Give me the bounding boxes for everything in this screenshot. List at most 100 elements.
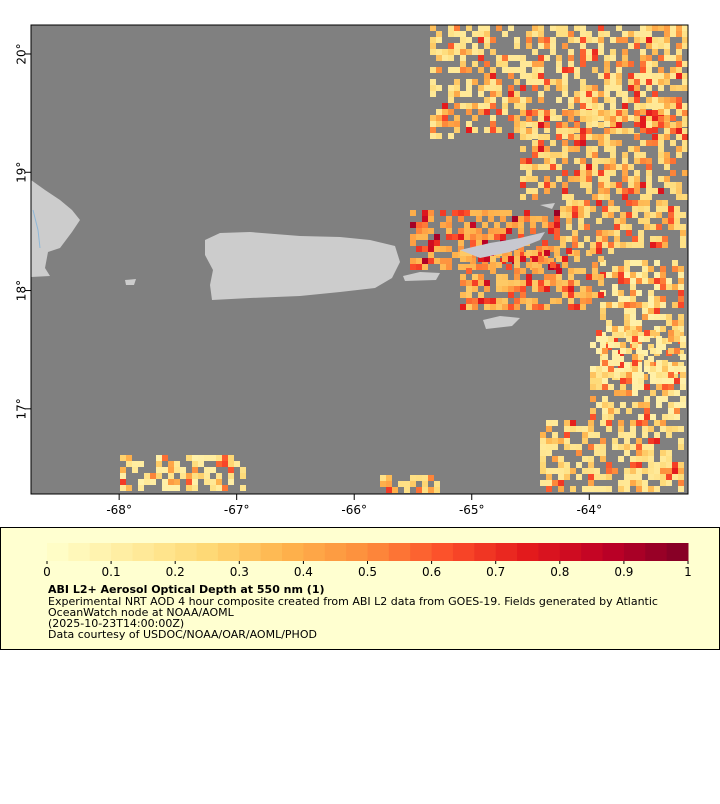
aod-pixel bbox=[570, 444, 576, 450]
aod-pixel bbox=[602, 354, 608, 360]
aod-pixel bbox=[652, 115, 658, 121]
aod-pixel bbox=[626, 224, 632, 230]
aod-pixel bbox=[552, 468, 558, 474]
aod-pixel bbox=[632, 212, 638, 218]
x-tick-label: -67° bbox=[224, 503, 250, 517]
aod-pixel bbox=[604, 91, 610, 97]
aod-pixel bbox=[502, 67, 508, 73]
aod-pixel bbox=[650, 366, 656, 372]
aod-pixel bbox=[632, 354, 638, 360]
aod-pixel bbox=[580, 110, 586, 116]
aod-pixel bbox=[574, 170, 580, 176]
aod-pixel bbox=[666, 432, 672, 438]
aod-pixel bbox=[590, 396, 596, 402]
aod-pixel bbox=[668, 212, 674, 218]
aod-pixel bbox=[666, 278, 672, 284]
colorbar-step bbox=[47, 543, 69, 561]
x-tick-label: -64° bbox=[576, 503, 602, 517]
aod-pixel bbox=[580, 170, 586, 176]
colorbar-tick-label: 0.2 bbox=[166, 565, 185, 579]
aod-pixel bbox=[482, 210, 488, 216]
aod-pixel bbox=[554, 234, 560, 240]
aod-pixel bbox=[546, 450, 552, 456]
aod-pixel bbox=[618, 356, 624, 362]
aod-pixel bbox=[472, 49, 478, 55]
aod-pixel bbox=[532, 268, 538, 274]
aod-pixel bbox=[660, 468, 666, 474]
aod-pixel bbox=[592, 292, 598, 298]
aod-pixel bbox=[508, 97, 514, 103]
aod-pixel bbox=[642, 308, 648, 314]
aod-pixel bbox=[568, 280, 574, 286]
aod-pixel bbox=[440, 246, 446, 252]
aod-pixel bbox=[616, 85, 622, 91]
aod-pixel bbox=[678, 272, 684, 278]
aod-pixel bbox=[624, 368, 630, 374]
aod-pixel bbox=[416, 475, 422, 481]
aod-pixel bbox=[460, 304, 466, 310]
aod-pixel bbox=[662, 396, 668, 402]
aod-pixel bbox=[564, 444, 570, 450]
aod-pixel bbox=[574, 256, 580, 262]
aod-pixel bbox=[556, 152, 562, 158]
aod-pixel bbox=[648, 296, 654, 302]
aod-pixel bbox=[636, 260, 642, 266]
aod-pixel bbox=[660, 338, 666, 344]
aod-pixel bbox=[618, 432, 624, 438]
aod-pixel bbox=[634, 152, 640, 158]
aod-pixel bbox=[508, 286, 514, 292]
aod-pixel bbox=[518, 216, 524, 222]
aod-pixel bbox=[558, 480, 564, 486]
aod-pixel bbox=[664, 43, 670, 49]
aod-pixel bbox=[642, 278, 648, 284]
aod-pixel bbox=[538, 61, 544, 67]
aod-pixel bbox=[634, 182, 640, 188]
aod-pixel bbox=[554, 252, 560, 258]
aod-pixel bbox=[490, 79, 496, 85]
aod-pixel bbox=[574, 110, 580, 116]
aod-pixel bbox=[532, 61, 538, 67]
aod-pixel bbox=[442, 49, 448, 55]
aod-pixel bbox=[612, 290, 618, 296]
aod-pixel bbox=[550, 274, 556, 280]
aod-pixel bbox=[632, 242, 638, 248]
aod-pixel bbox=[642, 456, 648, 462]
aod-pixel bbox=[538, 304, 544, 310]
aod-pixel bbox=[210, 467, 216, 473]
aod-pixel bbox=[644, 206, 650, 212]
aod-pixel bbox=[614, 224, 620, 230]
aod-pixel bbox=[576, 474, 582, 480]
aod-pixel bbox=[562, 286, 568, 292]
aod-pixel bbox=[422, 258, 428, 264]
aod-pixel bbox=[586, 250, 592, 256]
aod-pixel bbox=[582, 432, 588, 438]
aod-pixel bbox=[672, 468, 678, 474]
aod-pixel bbox=[596, 236, 602, 242]
aod-pixel bbox=[446, 264, 452, 270]
aod-pixel bbox=[600, 486, 606, 492]
aod-pixel bbox=[676, 97, 682, 103]
aod-pixel bbox=[430, 67, 436, 73]
aod-pixel bbox=[682, 31, 688, 37]
aod-pixel bbox=[652, 79, 658, 85]
aod-pixel bbox=[648, 468, 654, 474]
aod-pixel bbox=[592, 37, 598, 43]
aod-pixel bbox=[682, 116, 688, 122]
aod-pixel bbox=[198, 461, 204, 467]
aod-pixel bbox=[656, 206, 662, 212]
aod-pixel bbox=[584, 200, 590, 206]
aod-pixel bbox=[628, 61, 634, 67]
aod-pixel bbox=[204, 473, 210, 479]
aod-pixel bbox=[600, 308, 606, 314]
aod-pixel bbox=[526, 304, 532, 310]
hispaniola bbox=[31, 180, 80, 277]
aod-pixel bbox=[638, 384, 644, 390]
aod-pixel bbox=[656, 342, 662, 348]
aod-pixel bbox=[562, 91, 568, 97]
aod-pixel bbox=[494, 228, 500, 234]
aod-pixel bbox=[496, 109, 502, 115]
aod-pixel bbox=[500, 228, 506, 234]
aod-pixel bbox=[568, 304, 574, 310]
aod-pixel bbox=[630, 462, 636, 468]
aod-pixel bbox=[668, 206, 674, 212]
